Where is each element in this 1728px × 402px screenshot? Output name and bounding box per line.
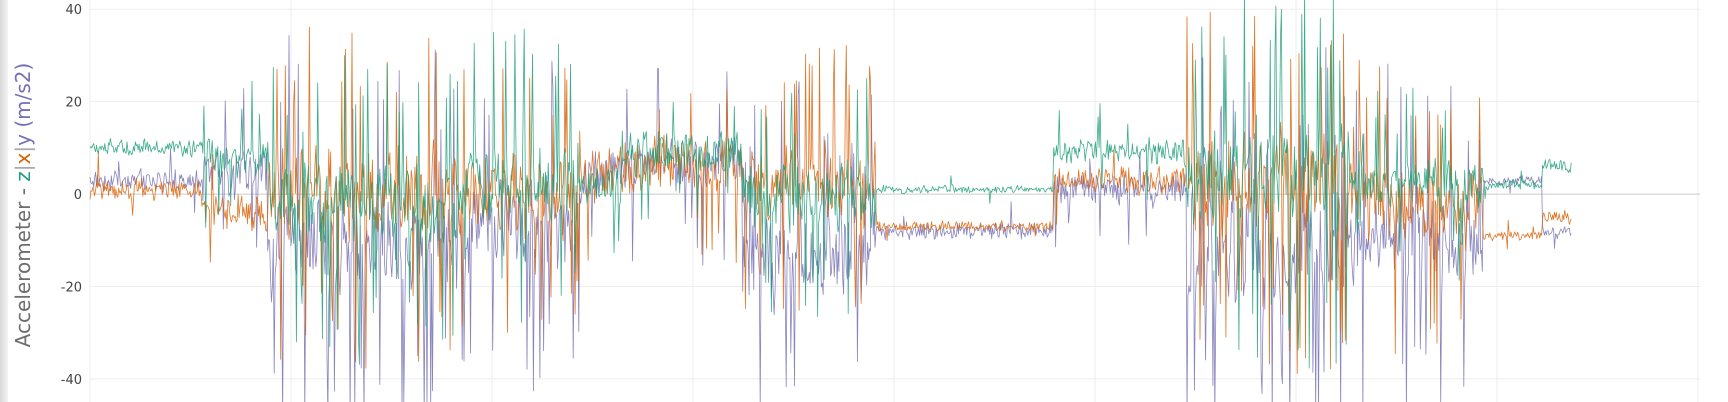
series-line-z (89, 0, 1572, 369)
y-tick-label: -20 (61, 280, 82, 295)
series-line-x (89, 11, 1572, 374)
y-axis-title-prefix: Accelerometer - (11, 182, 35, 348)
y-tick-labels: 40 20 0 -20 -40 (61, 3, 82, 388)
y-axis-title-y: y (m/s2) (11, 63, 35, 146)
y-axis-title-sep1: | (11, 164, 35, 171)
y-tick-label: 0 (74, 188, 82, 203)
left-edge-shadow (0, 0, 8, 402)
y-axis-title-z: z (11, 171, 35, 182)
y-tick-label: 20 (65, 96, 82, 111)
y-tick-label: 40 (65, 3, 82, 18)
y-axis-title-sep2: | (11, 146, 35, 153)
y-axis-title-x: x (11, 152, 35, 164)
series-layer (89, 0, 1572, 402)
y-tick-label: -40 (61, 373, 82, 388)
y-axis-title: Accelerometer - z|x|y (m/s2) (11, 63, 35, 348)
